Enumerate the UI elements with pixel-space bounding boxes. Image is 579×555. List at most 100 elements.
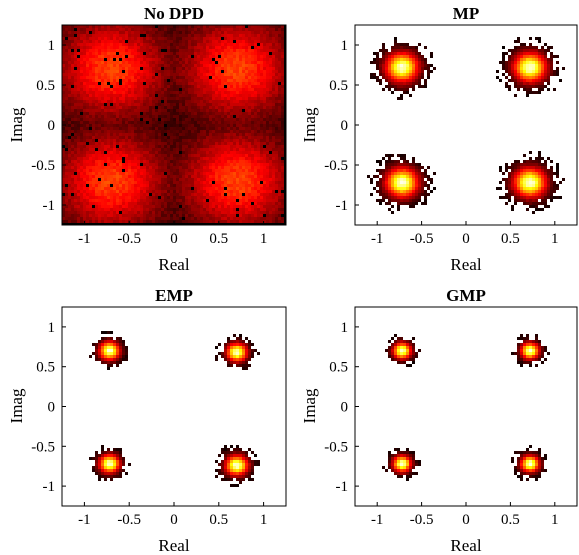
- density-cell: [158, 178, 161, 181]
- density-cell: [161, 175, 164, 178]
- density-cell: [203, 97, 206, 100]
- density-cell: [236, 124, 239, 127]
- density-cell: [251, 25, 254, 28]
- density-cell: [185, 142, 188, 145]
- density-cell: [173, 124, 176, 127]
- density-cell: [74, 37, 77, 40]
- density-cell: [71, 52, 74, 55]
- density-cell: [230, 124, 233, 127]
- density-cell: [260, 118, 263, 121]
- density-cell: [260, 157, 263, 160]
- density-cell: [239, 142, 242, 145]
- density-cell: [233, 28, 236, 31]
- density-cell: [104, 124, 107, 127]
- density-cell: [245, 76, 248, 79]
- density-cell: [242, 124, 245, 127]
- density-cell: [131, 100, 134, 103]
- density-cell: [92, 121, 95, 124]
- density-cell: [269, 184, 272, 187]
- density-cell: [188, 187, 191, 190]
- density-cell: [137, 91, 140, 94]
- density-cell: [101, 139, 104, 142]
- density-cell: [188, 214, 191, 217]
- density-cell: [167, 58, 170, 61]
- density-cell: [77, 145, 80, 148]
- density-cell: [161, 133, 164, 136]
- density-cell: [236, 133, 239, 136]
- density-cell: [134, 181, 137, 184]
- density-cell: [269, 148, 272, 151]
- density-cell: [191, 178, 194, 181]
- density-cell: [260, 40, 263, 43]
- density-cell: [182, 142, 185, 145]
- density-cell: [83, 94, 86, 97]
- density-cell: [146, 58, 149, 61]
- density-cell: [107, 169, 110, 172]
- density-cell: [185, 193, 188, 196]
- density-cell: [62, 220, 65, 223]
- density-cell: [110, 121, 113, 124]
- density-cell: [218, 112, 221, 115]
- density-cell: [185, 148, 188, 151]
- density-cell: [248, 52, 251, 55]
- density-cell: [191, 136, 194, 139]
- density-cell: [221, 91, 224, 94]
- density-cell: [80, 79, 83, 82]
- density-cell: [110, 97, 113, 100]
- density-cell: [194, 175, 197, 178]
- density-cell: [239, 67, 242, 70]
- density-cell: [83, 139, 86, 142]
- density-cell: [134, 142, 137, 145]
- density-cell: [188, 82, 191, 85]
- density-cell: [224, 61, 227, 64]
- density-cell: [230, 136, 233, 139]
- density-cell: [101, 184, 104, 187]
- density-cell: [140, 31, 143, 34]
- density-cell: [128, 160, 131, 163]
- density-cell: [134, 121, 137, 124]
- density-cell: [499, 61, 502, 64]
- density-cell: [233, 178, 236, 181]
- density-cell: [239, 55, 242, 58]
- density-cell: [230, 52, 233, 55]
- density-cell: [77, 214, 80, 217]
- density-cell: [242, 172, 245, 175]
- density-cell: [113, 130, 116, 133]
- density-cell: [104, 205, 107, 208]
- density-cell: [62, 181, 65, 184]
- density-cell: [110, 169, 113, 172]
- density-cell: [263, 142, 266, 145]
- density-cell: [176, 151, 179, 154]
- density-cell: [155, 97, 158, 100]
- density-cell: [266, 34, 269, 37]
- density-cell: [269, 112, 272, 115]
- density-cell: [236, 97, 239, 100]
- density-cell: [236, 37, 239, 40]
- density-cell: [104, 40, 107, 43]
- density-cell: [233, 49, 236, 52]
- density-cell: [167, 106, 170, 109]
- density-cell: [517, 55, 520, 58]
- density-cell: [92, 220, 95, 223]
- density-cell: [62, 34, 65, 37]
- density-cell: [266, 64, 269, 67]
- density-cell: [224, 115, 227, 118]
- density-cell: [89, 121, 92, 124]
- density-cell: [77, 121, 80, 124]
- density-cell: [254, 169, 257, 172]
- density-cell: [161, 202, 164, 205]
- density-cell: [194, 82, 197, 85]
- density-cell: [179, 172, 182, 175]
- density-cell: [194, 121, 197, 124]
- density-cell: [77, 127, 80, 130]
- density-cell: [149, 118, 152, 121]
- density-cell: [107, 118, 110, 121]
- density-cell: [173, 187, 176, 190]
- density-cell: [134, 115, 137, 118]
- density-cell: [125, 103, 128, 106]
- density-cell: [212, 124, 215, 127]
- density-cell: [86, 202, 89, 205]
- density-cell: [281, 64, 284, 67]
- density-cell: [122, 85, 125, 88]
- density-cell: [236, 94, 239, 97]
